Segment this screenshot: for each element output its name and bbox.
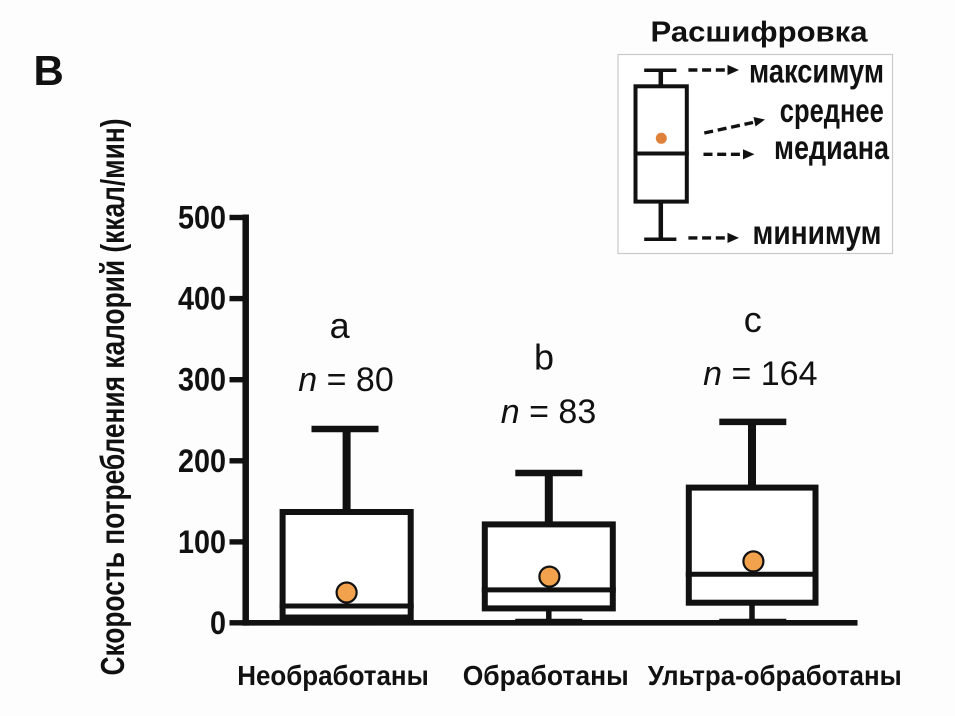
svg-text:Ультра-обработаны: Ультра-обработаны: [648, 660, 902, 691]
svg-text:В: В: [34, 47, 64, 94]
svg-text:500: 500: [178, 200, 226, 236]
svg-text:b: b: [534, 337, 554, 378]
svg-text:Необработаны: Необработаны: [237, 660, 429, 691]
svg-text:минимум: минимум: [753, 214, 882, 251]
svg-text:100: 100: [178, 524, 226, 560]
svg-text:n = 164: n = 164: [703, 355, 817, 393]
svg-text:400: 400: [178, 281, 226, 317]
svg-text:0: 0: [210, 605, 226, 641]
svg-text:300: 300: [178, 362, 226, 398]
svg-text:медиана: медиана: [774, 129, 890, 166]
svg-text:n = 83: n = 83: [501, 393, 597, 431]
svg-text:максимум: максимум: [749, 53, 884, 90]
svg-text:Обработаны: Обработаны: [463, 660, 629, 691]
svg-text:n = 80: n = 80: [298, 361, 394, 399]
svg-text:a: a: [330, 305, 351, 346]
svg-text:среднее: среднее: [780, 92, 884, 129]
svg-text:200: 200: [178, 443, 226, 479]
svg-text:Скорость потребления калорий (: Скорость потребления калорий (ккал/мин): [94, 119, 131, 676]
svg-text:c: c: [744, 299, 762, 340]
svg-text:Расшифровка: Расшифровка: [651, 17, 869, 49]
